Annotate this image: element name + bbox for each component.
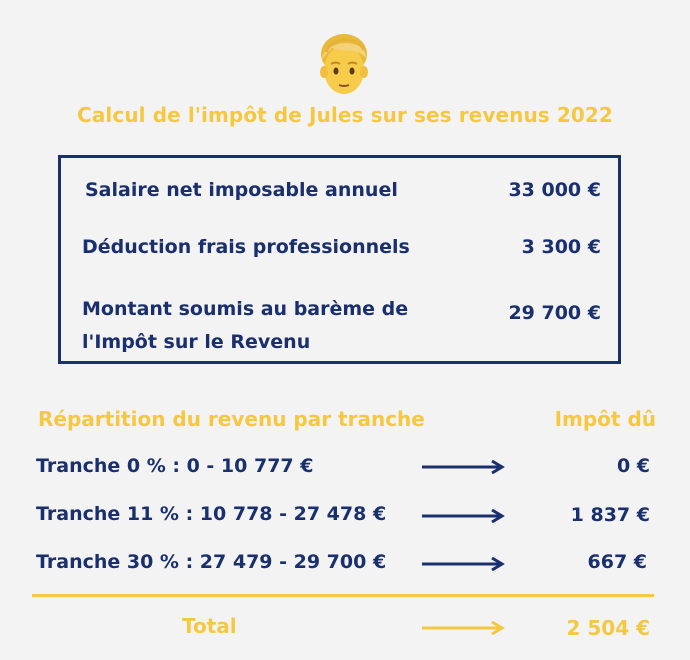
arrow-right-icon [422,509,505,523]
summary-value-deduction: 3 300 € [521,236,601,258]
summary-value-taxable: 29 700 € [508,302,601,324]
summary-label-taxable-line2: l'Impôt sur le Revenu [82,331,311,353]
bracket-value: 1 837 € [570,504,650,526]
total-divider [32,594,654,597]
arrow-right-icon [422,621,505,635]
summary-label-taxable-line1: Montant soumis au barème de [82,298,409,320]
bracket-value: 667 € [587,551,648,573]
brackets-header-left: Répartition du revenu par tranche [38,407,425,431]
bracket-label: Tranche 0 % : 0 - 10 777 € [36,455,314,477]
bracket-label: Tranche 11 % : 10 778 - 27 478 € [36,503,387,525]
total-value: 2 504 € [566,616,650,640]
man-face-icon [320,34,368,94]
brackets-header-right: Impôt dû [554,407,656,431]
arrow-right-icon [422,557,505,571]
summary-label-salary: Salaire net imposable annuel [85,179,398,201]
summary-label-deduction: Déduction frais professionnels [82,236,410,258]
bracket-label: Tranche 30 % : 27 479 - 29 700 € [36,551,387,573]
summary-value-salary: 33 000 € [508,179,601,201]
summary-box [58,155,621,364]
page-title: Calcul de l'impôt de Jules sur ses reven… [77,103,613,127]
total-label: Total [182,614,237,638]
bracket-value: 0 € [616,455,650,477]
arrow-right-icon [422,460,505,474]
